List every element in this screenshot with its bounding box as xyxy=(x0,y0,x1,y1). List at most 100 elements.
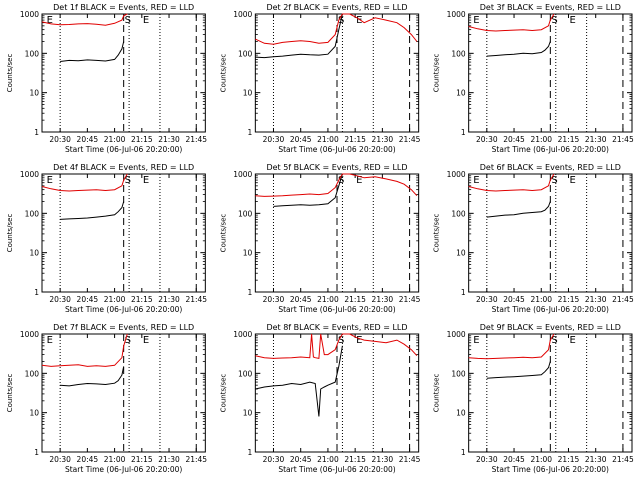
marker-letter-s: S xyxy=(551,335,557,346)
x-tick-label: 21:45 xyxy=(399,135,421,144)
chart-panel-3: Det 3f BLACK = Events, RED = LLD 1 10 100 10… xyxy=(433,3,634,154)
marker-letter-s: S xyxy=(338,335,344,346)
y-axis-label: Counts/sec xyxy=(433,54,441,93)
y-tick-label: 100 xyxy=(238,209,253,218)
x-tick-label: 21:00 xyxy=(317,295,339,304)
x-tick-label: 21:45 xyxy=(185,295,207,304)
y-tick-label: 100 xyxy=(451,369,466,378)
marker-letter-s: S xyxy=(338,175,344,186)
x-tick-label: 20:30 xyxy=(49,455,71,464)
marker-letter-e: E xyxy=(143,15,149,26)
x-tick-label: 21:45 xyxy=(185,455,207,464)
y-axis-label: Counts/sec xyxy=(6,214,14,253)
series-line-lld xyxy=(468,333,555,360)
marker-letter-e: E xyxy=(143,175,149,186)
marker-letter-e: E xyxy=(356,335,362,346)
y-tick-label: 1 xyxy=(461,288,466,297)
series-line-events xyxy=(273,173,343,207)
x-tick-label: 21:30 xyxy=(372,135,394,144)
series-line-lld xyxy=(255,333,418,359)
x-tick-label: 21:45 xyxy=(399,455,421,464)
x-tick-label: 21:45 xyxy=(185,135,207,144)
x-tick-label: 21:15 xyxy=(558,455,580,464)
chart-panel-1: Det 1f BLACK = Events, RED = LLD 1 10 100 10… xyxy=(6,3,207,154)
x-tick-label: 21:45 xyxy=(612,295,634,304)
y-tick-label: 100 xyxy=(25,369,40,378)
x-tick-label: 20:30 xyxy=(263,135,285,144)
x-tick-label: 21:15 xyxy=(558,135,580,144)
chart-panel-4: Det 4f BLACK = Events, RED = LLD 1 10 100 10… xyxy=(6,163,207,314)
chart-title: Det 5f BLACK = Events, RED = LLD xyxy=(266,163,407,172)
x-tick-label: 20:30 xyxy=(263,455,285,464)
marker-letter-e: E xyxy=(473,175,479,186)
x-tick-label: 21:30 xyxy=(372,295,394,304)
x-axis-label: Start Time (06-Jul-06 20:20:00) xyxy=(492,305,609,314)
y-axis-label: Counts/sec xyxy=(6,54,14,93)
marker-letter-e: E xyxy=(356,175,362,186)
series-line-lld xyxy=(255,13,418,45)
marker-letter-s: S xyxy=(551,15,557,26)
y-tick-label: 100 xyxy=(25,49,40,58)
series-line-lld xyxy=(255,173,418,197)
x-tick-label: 20:30 xyxy=(476,135,498,144)
y-tick-label: 1000 xyxy=(20,330,39,339)
x-tick-label: 21:30 xyxy=(158,295,180,304)
x-axis-label: Start Time (06-Jul-06 20:20:00) xyxy=(65,465,182,474)
y-tick-label: 1000 xyxy=(20,170,39,179)
x-tick-label: 21:30 xyxy=(585,135,607,144)
y-tick-label: 100 xyxy=(238,369,253,378)
y-tick-label: 100 xyxy=(451,49,466,58)
y-tick-label: 100 xyxy=(238,49,253,58)
series-line-events xyxy=(60,201,125,220)
series-line-lld xyxy=(468,173,555,192)
x-tick-label: 21:00 xyxy=(104,135,126,144)
x-tick-label: 21:00 xyxy=(530,135,552,144)
x-tick-label: 20:45 xyxy=(77,135,99,144)
series-line-lld xyxy=(41,333,128,367)
y-tick-label: 1000 xyxy=(233,330,252,339)
x-tick-label: 21:30 xyxy=(158,455,180,464)
x-tick-label: 21:15 xyxy=(558,295,580,304)
y-tick-label: 10 xyxy=(456,249,466,258)
x-tick-label: 20:30 xyxy=(263,295,285,304)
marker-letter-s: S xyxy=(125,15,131,26)
marker-letter-e: E xyxy=(47,15,53,26)
x-tick-label: 20:30 xyxy=(476,455,498,464)
chart-title: Det 1f BLACK = Events, RED = LLD xyxy=(53,3,194,12)
series-line-events xyxy=(255,345,343,417)
series-line-events xyxy=(486,201,551,218)
y-tick-label: 10 xyxy=(243,409,253,418)
x-tick-label: 20:45 xyxy=(503,135,525,144)
x-tick-label: 20:30 xyxy=(476,295,498,304)
x-tick-label: 20:45 xyxy=(77,455,99,464)
marker-letter-e: E xyxy=(356,15,362,26)
y-axis-label: Counts/sec xyxy=(433,374,441,413)
x-tick-label: 21:30 xyxy=(158,135,180,144)
marker-letter-e: E xyxy=(473,15,479,26)
series-line-lld xyxy=(41,13,128,26)
y-tick-label: 1000 xyxy=(447,10,466,19)
x-tick-label: 21:15 xyxy=(131,135,153,144)
marker-letter-s: S xyxy=(125,335,131,346)
chart-title: Det 7f BLACK = Events, RED = LLD xyxy=(53,323,194,332)
x-tick-label: 21:15 xyxy=(344,455,366,464)
series-line-events xyxy=(486,361,551,379)
y-tick-label: 1000 xyxy=(447,330,466,339)
chart-title: Det 3f BLACK = Events, RED = LLD xyxy=(480,3,621,12)
x-tick-label: 21:00 xyxy=(530,295,552,304)
x-tick-label: 20:45 xyxy=(77,295,99,304)
series-line-lld xyxy=(41,173,128,192)
x-axis-label: Start Time (06-Jul-06 20:20:00) xyxy=(65,305,182,314)
x-axis-label: Start Time (06-Jul-06 20:20:00) xyxy=(278,145,395,154)
x-axis-label: Start Time (06-Jul-06 20:20:00) xyxy=(492,145,609,154)
chart-title: Det 8f BLACK = Events, RED = LLD xyxy=(266,323,407,332)
x-tick-label: 20:45 xyxy=(503,295,525,304)
x-axis-label: Start Time (06-Jul-06 20:20:00) xyxy=(278,305,395,314)
chart-panel-2: Det 2f BLACK = Events, RED = LLD 1 10 100 10… xyxy=(219,3,420,154)
y-axis-label: Counts/sec xyxy=(219,54,227,93)
x-tick-label: 21:00 xyxy=(530,455,552,464)
x-tick-label: 21:00 xyxy=(104,455,126,464)
chart-title: Det 6f BLACK = Events, RED = LLD xyxy=(480,163,621,172)
series-line-events xyxy=(60,366,125,387)
